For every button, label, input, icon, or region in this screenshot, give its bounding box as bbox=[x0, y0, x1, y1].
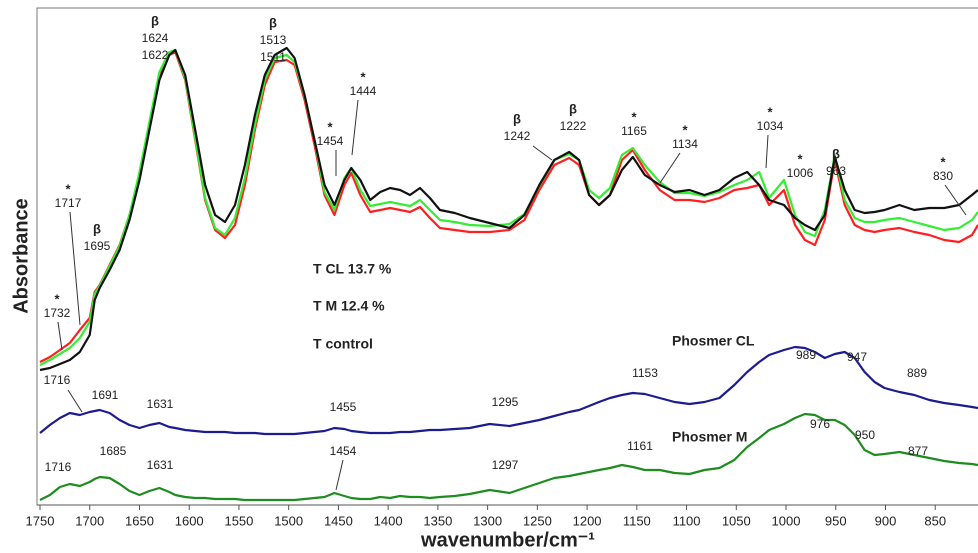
x-tick-label: 1100 bbox=[673, 513, 701, 528]
peak-label: 1034 bbox=[757, 119, 784, 133]
peak-label: 1716 bbox=[45, 460, 72, 474]
x-tick-label: 1350 bbox=[423, 513, 452, 528]
peak-label: β bbox=[513, 111, 521, 126]
peak-label: β bbox=[269, 15, 277, 30]
x-tick-label: 1400 bbox=[374, 513, 403, 528]
series-label: T M 12.4 % bbox=[313, 298, 385, 314]
peak-label: 1134 bbox=[672, 137, 698, 151]
peak-label: 950 bbox=[855, 428, 875, 442]
leader-line bbox=[765, 134, 769, 169]
x-tick-label: 1600 bbox=[175, 513, 204, 528]
peak-label: 1631 bbox=[147, 458, 174, 472]
leader-line bbox=[659, 152, 681, 184]
series-label: Phosmer CL bbox=[672, 333, 755, 349]
peak-label: 989 bbox=[796, 348, 816, 362]
leader-line bbox=[57, 321, 63, 351]
peak-label: 1242 bbox=[504, 129, 531, 143]
spectrum-line bbox=[39, 48, 978, 366]
peak-label: * bbox=[682, 122, 688, 137]
peak-label: 1695 bbox=[84, 239, 111, 253]
peak-label: β bbox=[93, 221, 101, 236]
peak-label: 1161 bbox=[627, 439, 653, 453]
spectrum-line bbox=[39, 345, 978, 436]
x-tick-label: 1150 bbox=[623, 513, 651, 528]
peak-label: 1006 bbox=[787, 166, 814, 180]
series-label: T CL 13.7 % bbox=[313, 261, 392, 277]
peak-label: 947 bbox=[847, 350, 867, 364]
peak-label: 1454 bbox=[330, 444, 357, 458]
x-tick-label: 900 bbox=[875, 513, 897, 528]
peak-label: 1454 bbox=[317, 134, 344, 148]
peak-label: 1717 bbox=[55, 196, 82, 210]
peak-label: β bbox=[569, 101, 577, 116]
peak-label: * bbox=[631, 109, 637, 124]
x-tick-label: 1700 bbox=[75, 513, 104, 528]
peak-label: 1732 bbox=[44, 306, 71, 320]
peak-label: 1622 bbox=[142, 48, 169, 62]
x-tick-label: 1450 bbox=[324, 513, 353, 528]
leader-line bbox=[67, 389, 83, 413]
x-tick-label: 1250 bbox=[523, 513, 552, 528]
peak-label: * bbox=[327, 119, 333, 134]
peak-label: 1685 bbox=[100, 444, 127, 458]
peak-label: 1153 bbox=[632, 366, 658, 380]
series-label: T control bbox=[313, 336, 373, 352]
peak-label: 1691 bbox=[92, 388, 119, 402]
x-tick-label: 1300 bbox=[473, 513, 502, 528]
peak-label: 1295 bbox=[492, 395, 519, 409]
peak-label: * bbox=[797, 151, 803, 166]
peak-label: 963 bbox=[826, 164, 846, 178]
peak-label: 1631 bbox=[147, 397, 174, 411]
peak-label: 889 bbox=[907, 366, 927, 380]
peak-label: 1513 bbox=[260, 33, 287, 47]
x-tick-label: 1050 bbox=[722, 513, 751, 528]
peak-label: 1165 bbox=[621, 124, 647, 138]
peak-label: 877 bbox=[908, 444, 928, 458]
x-tick-label: 1500 bbox=[274, 513, 303, 528]
leader-line bbox=[69, 211, 81, 326]
peak-label: 1624 bbox=[142, 31, 169, 45]
x-tick-label: 1650 bbox=[125, 513, 154, 528]
peak-label: 1455 bbox=[330, 400, 357, 414]
y-axis-label: Absorbance bbox=[10, 198, 32, 314]
peak-label: 1222 bbox=[560, 119, 587, 133]
peak-label: * bbox=[360, 69, 366, 84]
spectrum-line bbox=[39, 412, 978, 502]
leader-line bbox=[532, 145, 553, 161]
peak-label: 976 bbox=[810, 417, 830, 431]
x-tick-label: 1200 bbox=[573, 513, 602, 528]
leader-line bbox=[335, 459, 344, 491]
peak-label: β bbox=[832, 146, 840, 161]
x-tick-label: 950 bbox=[825, 513, 847, 528]
spectrum-line bbox=[39, 50, 978, 363]
x-axis-label: wavenumber/cm⁻¹ bbox=[420, 529, 595, 551]
x-tick-label: 1750 bbox=[26, 513, 55, 528]
series-label: Phosmer M bbox=[672, 429, 747, 445]
plot-frame bbox=[36, 7, 978, 506]
x-tick-label: 1550 bbox=[224, 513, 253, 528]
peak-label: * bbox=[940, 154, 946, 169]
peak-label: β bbox=[151, 13, 159, 28]
x-tick-label: 850 bbox=[924, 513, 946, 528]
peak-label: * bbox=[767, 104, 773, 119]
x-tick-label: 1000 bbox=[772, 513, 801, 528]
peak-label: * bbox=[54, 291, 60, 306]
peak-label: 1297 bbox=[492, 458, 519, 472]
peak-label: 1716 bbox=[44, 373, 71, 387]
leader-line bbox=[944, 184, 967, 216]
peak-label: * bbox=[65, 181, 71, 196]
peak-label: 1511 bbox=[260, 50, 286, 64]
peak-label: 830 bbox=[933, 169, 953, 183]
peak-label: 1444 bbox=[350, 84, 377, 98]
leader-line bbox=[351, 99, 359, 156]
spectrum-line bbox=[39, 46, 978, 372]
